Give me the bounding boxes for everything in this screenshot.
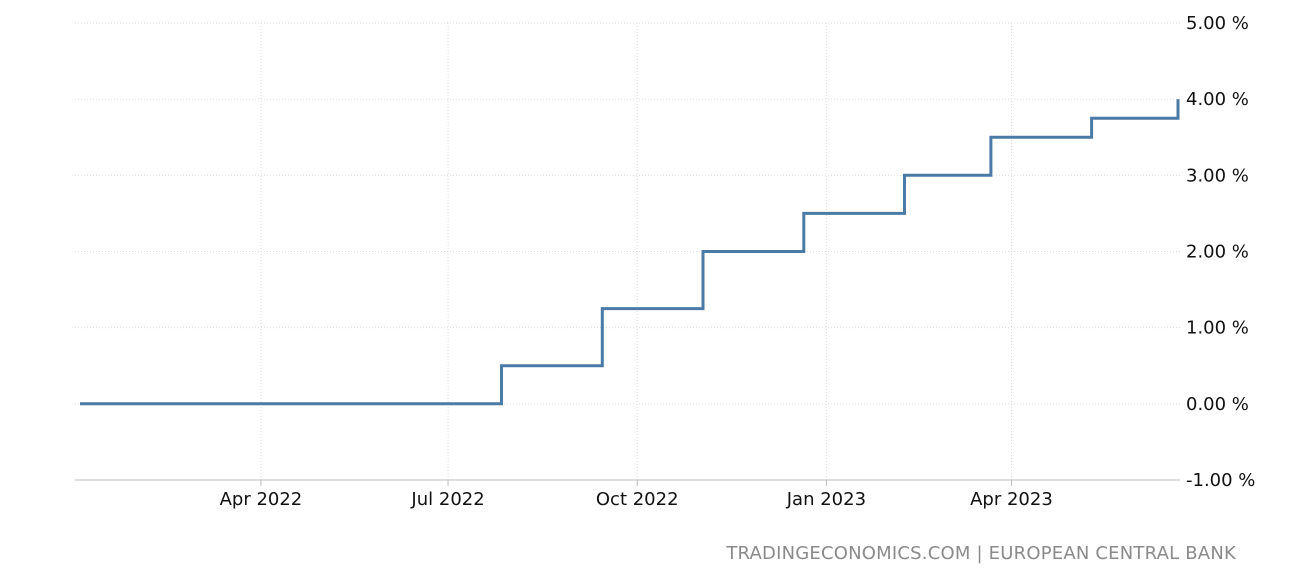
x-tick-label: Jul 2022 [410, 489, 484, 510]
y-tick-label: 1.00 % [1186, 318, 1249, 339]
series-layer [80, 99, 1180, 406]
x-tick-label: Jan 2023 [786, 489, 866, 510]
y-tick-label: 3.00 % [1186, 165, 1249, 186]
series-line [80, 99, 1180, 406]
source-attribution: TRADINGECONOMICS.COM | EUROPEAN CENTRAL … [725, 543, 1237, 564]
grid-lines [75, 22, 1180, 481]
y-tick-label: 5.00 % [1186, 13, 1249, 34]
y-tick-label: 4.00 % [1186, 89, 1249, 110]
x-tick-label: Apr 2022 [220, 489, 303, 510]
y-tick-label: 2.00 % [1186, 242, 1249, 263]
x-tick-label: Oct 2022 [596, 489, 679, 510]
y-tick-label: -1.00 % [1186, 470, 1255, 491]
y-axis: 5.00 % 4.00 % 3.00 % 2.00 % 1.00 % 0.00 % -1.0… [1186, 13, 1255, 491]
y-tick-label: 0.00 % [1186, 394, 1249, 415]
x-tick-label: Apr 2023 [970, 489, 1053, 510]
x-axis: Apr 2022 Jul 2022 Oct 2022 Jan 2023 Apr 2023 [220, 480, 1053, 510]
